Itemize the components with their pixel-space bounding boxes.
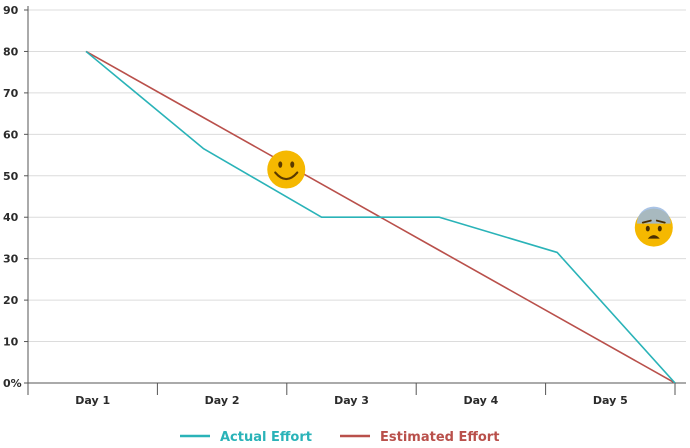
- y-tick-label: 70: [3, 87, 19, 100]
- worry-shade: [636, 206, 671, 224]
- x-tick-label: Day 4: [463, 394, 498, 407]
- face-circle: [267, 150, 306, 189]
- y-tick-label: 0%: [3, 377, 22, 390]
- legend: Actual Effort Estimated Effort: [180, 430, 499, 445]
- right-eye: [290, 161, 295, 168]
- grid-lines: [28, 9, 686, 343]
- series-lines: [85, 50, 676, 384]
- y-tick-label: 50: [3, 170, 19, 183]
- y-tick-label: 30: [3, 253, 19, 266]
- y-tick-label: 40: [3, 211, 19, 224]
- y-tick-label: 60: [3, 128, 19, 141]
- y-tick-label: 20: [3, 294, 19, 307]
- smiley-face-icon: [267, 150, 306, 189]
- right-brow: [655, 219, 666, 224]
- x-tick-label: Day 2: [205, 394, 240, 407]
- y-axis-ticks: 0% 10 20 30 40 50 60 70 80 90: [3, 4, 29, 390]
- x-axis: Day 1 Day 2 Day 3 Day 4 Day 5: [27, 382, 686, 407]
- y-tick-label: 80: [3, 45, 19, 58]
- legend-label: Estimated Effort: [380, 430, 499, 445]
- series-line-actual-effort: [85, 50, 676, 384]
- y-tick-label: 90: [3, 4, 19, 17]
- left-eye: [278, 161, 283, 168]
- legend-item-estimated-effort: Estimated Effort: [340, 430, 499, 445]
- legend-label: Actual Effort: [220, 430, 312, 445]
- x-tick-label: Day 3: [334, 394, 369, 407]
- anxious-face-icon: [634, 206, 673, 247]
- y-tick-label: 10: [3, 336, 19, 349]
- smile-mouth: [274, 171, 299, 181]
- x-tick-label: Day 1: [75, 394, 110, 407]
- x-tick-label: Day 5: [593, 394, 628, 407]
- annotations: [267, 150, 673, 247]
- legend-item-actual-effort: Actual Effort: [180, 430, 312, 445]
- left-eye: [645, 225, 650, 232]
- right-eye: [657, 225, 662, 232]
- frown-mouth: [647, 235, 660, 239]
- left-brow: [641, 219, 652, 224]
